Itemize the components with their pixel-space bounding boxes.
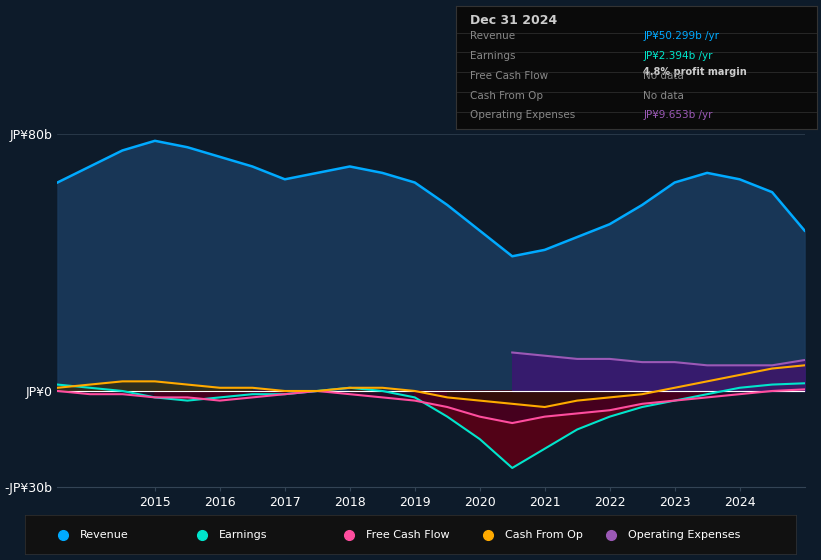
Text: Revenue: Revenue (80, 530, 129, 540)
Text: Revenue: Revenue (470, 31, 516, 41)
Text: Dec 31 2024: Dec 31 2024 (470, 14, 557, 27)
Text: No data: No data (644, 91, 685, 101)
Text: Cash From Op: Cash From Op (505, 530, 583, 540)
Text: JP¥9.653b /yr: JP¥9.653b /yr (644, 110, 713, 120)
Text: Operating Expenses: Operating Expenses (470, 110, 576, 120)
Text: Earnings: Earnings (470, 51, 516, 61)
Text: Free Cash Flow: Free Cash Flow (470, 71, 548, 81)
Text: JP¥2.394b /yr: JP¥2.394b /yr (644, 51, 713, 61)
Text: No data: No data (644, 71, 685, 81)
Text: JP¥50.299b /yr: JP¥50.299b /yr (644, 31, 719, 41)
Text: 4.8% profit margin: 4.8% profit margin (644, 67, 747, 77)
Text: Operating Expenses: Operating Expenses (628, 530, 741, 540)
Text: Free Cash Flow: Free Cash Flow (365, 530, 449, 540)
Text: Earnings: Earnings (219, 530, 268, 540)
Text: Cash From Op: Cash From Op (470, 91, 544, 101)
